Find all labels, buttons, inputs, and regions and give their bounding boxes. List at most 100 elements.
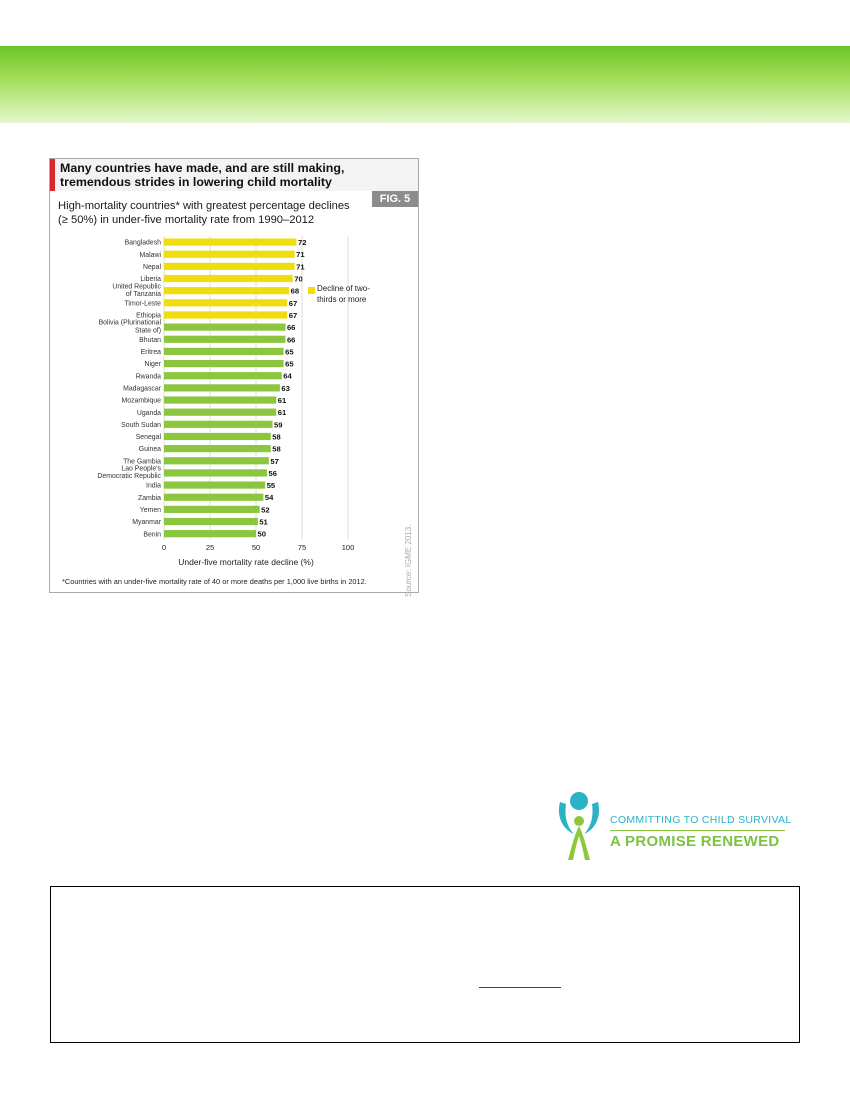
data-label: 66 <box>287 335 295 344</box>
data-label: 55 <box>267 481 276 490</box>
category-label: South Sudan <box>121 422 161 429</box>
category-label: Liberia <box>140 276 161 283</box>
data-label: 51 <box>259 518 268 527</box>
category-label: Lao People's <box>121 466 161 473</box>
data-label: 65 <box>285 347 294 356</box>
category-label: Myanmar <box>132 519 161 526</box>
category-label: Mozambique <box>122 398 162 405</box>
x-axis-label: Under-five mortality rate decline (%) <box>178 557 314 567</box>
bar <box>164 408 277 416</box>
legend-label: Decline of two-thirds or more <box>317 284 370 304</box>
bar <box>164 457 269 465</box>
bar <box>164 299 288 307</box>
bar <box>164 323 286 331</box>
bar <box>164 262 295 270</box>
info-box <box>50 886 800 1043</box>
data-label: 68 <box>291 287 299 296</box>
x-tick-label: 50 <box>252 543 260 552</box>
category-label: Zambia <box>138 495 161 502</box>
bar <box>164 432 271 441</box>
category-label: Ethiopia <box>136 313 161 320</box>
bar <box>164 372 282 380</box>
data-label: 52 <box>261 505 269 514</box>
data-label: 59 <box>274 420 282 429</box>
bar <box>164 493 264 501</box>
category-label: of Tanzania <box>126 291 161 298</box>
data-label: 66 <box>287 323 295 332</box>
bar <box>164 274 293 283</box>
data-label: 72 <box>298 238 306 247</box>
category-label: Guinea <box>139 446 161 453</box>
bar <box>164 347 284 356</box>
logo-divider <box>610 830 785 831</box>
data-label: 71 <box>296 250 305 259</box>
chart-subtitle: High-mortality countries* with greatest … <box>58 200 350 226</box>
data-label: 54 <box>265 493 274 502</box>
bar <box>164 359 284 368</box>
category-label: Democratic Republic <box>97 473 161 480</box>
category-label: Yemen <box>140 507 161 514</box>
data-label: 56 <box>269 469 277 478</box>
top-banner <box>0 46 850 123</box>
bar <box>164 311 288 319</box>
category-label: The Gambia <box>123 458 161 465</box>
child-figure-logo-icon <box>558 792 600 860</box>
bar <box>164 250 295 258</box>
category-label: Bolivia (Plurinational <box>99 320 162 327</box>
data-label: 70 <box>294 275 302 284</box>
x-tick-label: 75 <box>298 543 306 552</box>
data-label: 64 <box>283 372 292 381</box>
bar <box>164 238 297 246</box>
data-label: 65 <box>285 360 294 369</box>
category-label: Bhutan <box>139 337 161 344</box>
category-label: Timor-Leste <box>124 300 161 307</box>
data-label: 61 <box>278 408 287 417</box>
bar <box>164 469 268 477</box>
data-label: 67 <box>289 299 297 308</box>
figure-number-badge: FIG. 5 <box>372 191 418 207</box>
info-box-link[interactable] <box>479 987 561 988</box>
data-label: 67 <box>289 311 297 320</box>
category-label: United Republic <box>112 283 161 290</box>
bar <box>164 384 280 392</box>
category-label: Uganda <box>137 410 161 417</box>
logo-title: A PROMISE RENEWED <box>610 833 780 850</box>
x-tick-label: 25 <box>206 543 214 552</box>
chart-footnote: *Countries with an under-five mortality … <box>62 577 367 586</box>
bar <box>164 287 290 295</box>
category-label: India <box>146 483 161 490</box>
data-label: 58 <box>272 445 280 454</box>
data-label: 71 <box>296 262 305 271</box>
data-label: 61 <box>278 396 287 405</box>
promise-renewed-logo: COMMITTING TO CHILD SURVIVAL A PROMISE R… <box>556 790 796 862</box>
bar <box>164 517 258 526</box>
category-label: Senegal <box>136 434 162 441</box>
x-tick-label: 0 <box>162 543 166 552</box>
category-label: State of) <box>135 327 161 334</box>
figure-header: Many countries have made, and are still … <box>50 159 418 191</box>
data-label: 50 <box>258 530 266 539</box>
bar-chart: 0 25 50 75 100 72 Bangladesh 71 Malawi 71 Nepal 70 L… <box>97 236 355 567</box>
category-label: Malawi <box>140 252 162 259</box>
bar <box>164 505 260 513</box>
category-label: Madagascar <box>123 385 162 392</box>
bar <box>164 396 277 404</box>
logo-tagline: COMMITTING TO CHILD SURVIVAL <box>610 814 792 826</box>
category-label: Nepal <box>143 264 161 271</box>
figure-accent-bar <box>50 159 55 191</box>
category-label: Niger <box>145 361 162 368</box>
category-label: Rwanda <box>136 373 161 380</box>
legend-swatch <box>308 287 315 294</box>
bar <box>164 420 273 428</box>
category-label: Benin <box>143 531 161 538</box>
category-label: Eritrea <box>141 349 161 356</box>
bar <box>164 481 266 489</box>
bar <box>164 335 286 343</box>
bar <box>164 530 256 538</box>
bar <box>164 445 271 453</box>
data-label: 57 <box>270 457 278 466</box>
x-tick-label: 100 <box>342 543 355 552</box>
figure-title: Many countries have made, and are still … <box>60 161 345 189</box>
data-label: 58 <box>272 432 280 441</box>
data-label: 63 <box>281 384 289 393</box>
